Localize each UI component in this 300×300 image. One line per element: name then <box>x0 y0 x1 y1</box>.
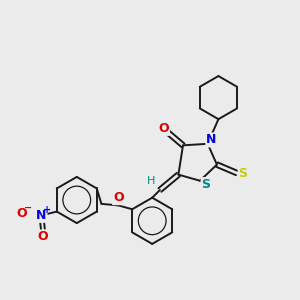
Text: S: S <box>202 178 211 191</box>
Text: O: O <box>38 230 48 244</box>
Text: O: O <box>158 122 169 135</box>
Text: O: O <box>17 207 27 220</box>
Text: −: − <box>24 203 32 213</box>
Text: O: O <box>113 191 124 204</box>
Text: N: N <box>36 209 46 222</box>
Text: N: N <box>206 134 217 146</box>
Text: +: + <box>43 205 51 215</box>
Text: H: H <box>146 176 155 186</box>
Text: S: S <box>238 167 247 180</box>
